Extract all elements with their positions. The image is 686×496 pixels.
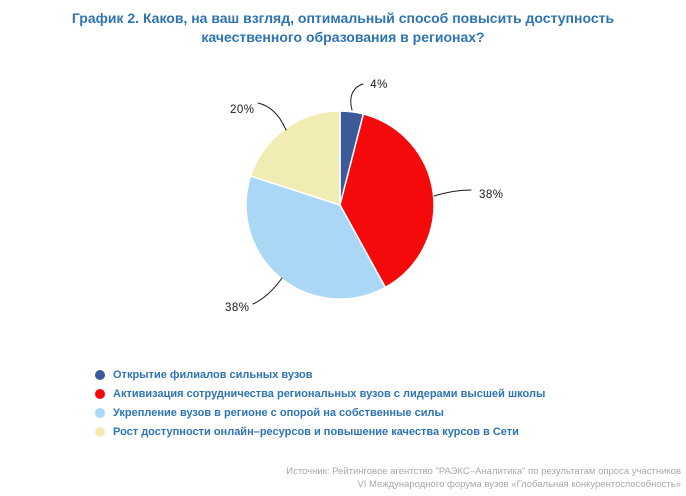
legend-item-1: Активизация сотрудничества региональных … bbox=[95, 384, 545, 403]
pie-value-label-0: 4% bbox=[370, 79, 388, 91]
pie-slice-3 bbox=[249, 110, 341, 206]
legend-label-2: Укрепление вузов в регионе с опорой на с… bbox=[113, 406, 444, 419]
source-note: Источник: Рейтинговое агентство "РАЭКС–А… bbox=[286, 465, 681, 491]
chart-title: График 2. Каков, на ваш взгляд, оптималь… bbox=[0, 9, 686, 47]
callout-line-1 bbox=[433, 189, 472, 197]
pie-value-label-1: 38% bbox=[479, 189, 504, 201]
legend-marker-1-icon bbox=[95, 388, 105, 399]
legend-marker-0-icon bbox=[95, 369, 105, 380]
callout-line-2 bbox=[252, 277, 283, 305]
pie-chart: 4% 38% 38% 20% bbox=[225, 79, 504, 314]
callout-line-0 bbox=[350, 83, 364, 111]
pie-slice-2 bbox=[245, 175, 387, 300]
chart-title-line-1: График 2. Каков, на ваш взгляд, оптималь… bbox=[71, 10, 615, 26]
legend-item-2: Укрепление вузов в регионе с опорой на с… bbox=[95, 403, 545, 422]
pie-value-label-3: 20% bbox=[230, 104, 255, 116]
legend-item-3: Рост доступности онлайн–ресурсов и повыш… bbox=[95, 422, 545, 441]
legend-label-3: Рост доступности онлайн–ресурсов и повыш… bbox=[113, 425, 519, 438]
legend-label-1: Активизация сотрудничества региональных … bbox=[113, 387, 546, 400]
source-line-1: Источник: Рейтинговое агентство "РАЭКС–А… bbox=[286, 466, 681, 477]
pie-value-label-2: 38% bbox=[225, 302, 250, 314]
source-line-2: VI Международного форума вузов «Глобальн… bbox=[357, 479, 681, 490]
pie-slice-1 bbox=[339, 113, 435, 289]
legend-label-0: Открытие филиалов сильных вузов bbox=[113, 368, 313, 381]
legend-marker-3-icon bbox=[95, 426, 105, 437]
callout-line-3 bbox=[257, 102, 287, 131]
legend-marker-2-icon bbox=[95, 407, 105, 418]
legend: Открытие филиалов сильных вузов Активиза… bbox=[95, 365, 545, 441]
legend-item-0: Открытие филиалов сильных вузов bbox=[95, 365, 545, 384]
chart-title-line-2: качественного образования в регионах? bbox=[201, 29, 485, 45]
